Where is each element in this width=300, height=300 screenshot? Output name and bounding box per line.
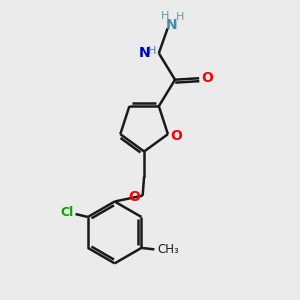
Text: CH₃: CH₃ — [157, 243, 179, 256]
Text: Cl: Cl — [60, 206, 73, 219]
Text: N: N — [139, 46, 151, 60]
Text: H: H — [148, 46, 157, 56]
Text: H: H — [160, 11, 169, 21]
Text: O: O — [202, 71, 213, 85]
Text: H: H — [176, 12, 184, 22]
Text: N: N — [165, 18, 177, 32]
Text: O: O — [128, 190, 140, 204]
Text: O: O — [170, 129, 182, 143]
